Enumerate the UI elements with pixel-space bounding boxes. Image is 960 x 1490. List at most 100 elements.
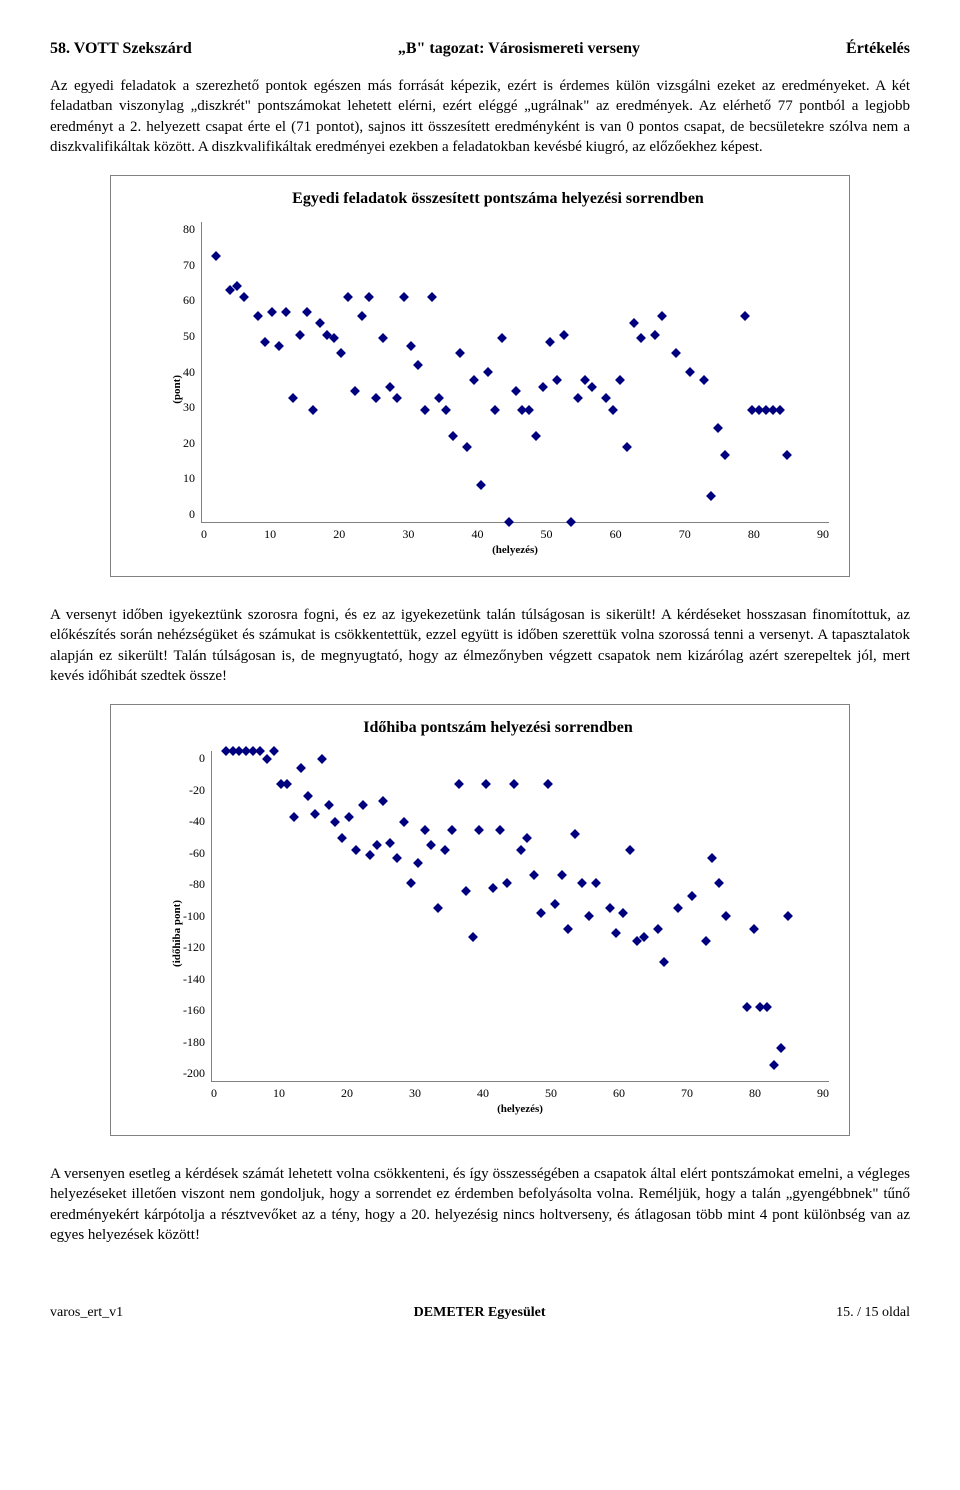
data-point [622,442,632,452]
data-point [476,480,486,490]
xtick-label: 0 [201,527,207,542]
xtick-label: 50 [545,1086,557,1101]
xtick-label: 30 [402,527,414,542]
data-point [516,845,526,855]
data-point [573,393,583,403]
data-point [269,746,279,756]
data-point [618,908,628,918]
data-point [310,809,320,819]
ytick-label: -40 [183,814,205,829]
data-point [378,333,388,343]
data-point [591,878,601,888]
xtick-label: 20 [333,527,345,542]
data-point [511,386,521,396]
data-point [413,858,423,868]
data-point [497,333,507,343]
header-right: Értékelés [846,40,910,58]
data-point [721,911,731,921]
data-point [392,853,402,863]
data-point [350,386,360,396]
data-point [433,903,443,913]
data-point [364,292,374,302]
data-point [399,817,409,827]
chart-1-xticks: 0102030405060708090 [201,523,829,542]
data-point [502,878,512,888]
header-center: „B" tagozat: Városismereti verseny [398,40,640,58]
data-point [255,746,265,756]
data-point [324,801,334,811]
data-point [303,791,313,801]
ytick-label: -200 [183,1066,205,1081]
data-point [274,341,284,351]
data-point [289,812,299,822]
xtick-label: 80 [748,527,760,542]
xtick-label: 90 [817,527,829,542]
data-point [564,924,574,934]
xtick-label: 40 [477,1086,489,1101]
data-point [699,375,709,385]
data-point [587,382,597,392]
data-point [282,779,292,789]
data-point [657,311,667,321]
data-point [529,870,539,880]
page-footer: varos_ert_v1 DEMETER Egyesület 15. / 15 … [50,1305,910,1321]
xtick-label: 20 [341,1086,353,1101]
ytick-label: -100 [183,909,205,924]
data-point [580,375,590,385]
chart-2-frame: Időhiba pontszám helyezési sorrendben (i… [110,704,850,1136]
data-point [545,337,555,347]
data-point [358,801,368,811]
data-point [608,405,618,415]
data-point [714,878,724,888]
data-point [427,292,437,302]
data-point [469,375,479,385]
data-point [509,779,519,789]
data-point [351,845,361,855]
data-point [605,903,615,913]
ytick-label: 80 [183,222,195,237]
chart-2-xticks: 0102030405060708090 [211,1082,829,1101]
data-point [302,307,312,317]
footer-right: 15. / 15 oldal [836,1305,910,1321]
data-point [448,431,458,441]
data-point [720,450,730,460]
data-point [406,341,416,351]
xtick-label: 70 [681,1086,693,1101]
data-point [543,779,553,789]
chart-2-ylabel: (időhiba pont) [167,900,183,967]
data-point [749,924,759,934]
paragraph-3: A versenyen esetleg a kérdések számát le… [50,1164,910,1245]
data-point [329,333,339,343]
data-point [385,838,395,848]
data-point [336,348,346,358]
data-point [708,853,718,863]
ytick-label: 0 [183,751,205,766]
data-point [685,367,695,377]
data-point [552,375,562,385]
ytick-label: 30 [183,400,195,415]
data-point [309,405,319,415]
data-point [288,393,298,403]
data-point [671,348,681,358]
data-point [253,311,263,321]
data-point [612,928,622,938]
data-point [385,382,395,392]
data-point [742,1002,752,1012]
chart-1-title: Egyedi feladatok összesített pontszáma h… [167,190,829,208]
data-point [536,908,546,918]
ytick-label: -160 [183,1003,205,1018]
ytick-label: -80 [183,877,205,892]
data-point [550,900,560,910]
data-point [468,933,478,943]
data-point [660,957,670,967]
ytick-label: -180 [183,1035,205,1050]
data-point [474,825,484,835]
data-point [399,292,409,302]
paragraph-1: Az egyedi feladatok a szerezhető pontok … [50,76,910,157]
data-point [570,829,580,839]
ytick-label: 20 [183,436,195,451]
data-point [538,382,548,392]
chart-2-plot-area [211,751,829,1082]
chart-1-xlabel: (helyezés) [201,544,829,556]
xtick-label: 40 [471,527,483,542]
